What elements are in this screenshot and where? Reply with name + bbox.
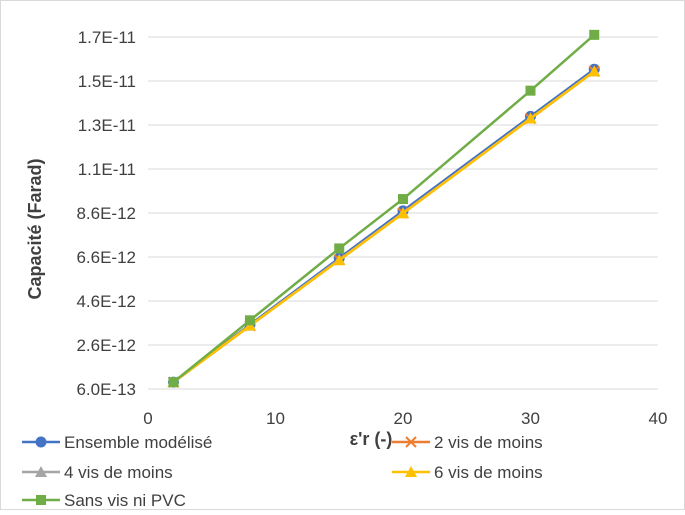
x-tick-label: 40 bbox=[649, 409, 668, 428]
y-tick-label: 1.1E-11 bbox=[78, 160, 136, 179]
legend: Ensemble modélisé 2 vis de moins 4 vis de … bbox=[22, 433, 543, 510]
y-tick-label: 6.0E-13 bbox=[76, 380, 136, 399]
legend-label: 4 vis de moins bbox=[64, 463, 173, 482]
x-tick-label: 20 bbox=[394, 409, 413, 428]
legend-item: 4 vis de moins bbox=[22, 463, 173, 482]
data-point-square bbox=[36, 495, 46, 505]
y-tick-label: 2.6E-12 bbox=[76, 336, 136, 355]
data-point-square bbox=[334, 243, 345, 254]
data-point-triangle bbox=[524, 112, 537, 124]
data-point-square bbox=[168, 377, 179, 388]
gridlines bbox=[148, 36, 658, 390]
x-axis-ticks: 0 10 20 30 40 bbox=[143, 409, 667, 428]
x-tick-label: 10 bbox=[266, 409, 285, 428]
legend-item: Sans vis ni PVC bbox=[22, 491, 186, 510]
y-axis-label: Capacité (Farad) bbox=[25, 158, 45, 299]
data-point-triangle bbox=[405, 466, 417, 477]
series-5 bbox=[168, 29, 600, 388]
series-layer bbox=[167, 29, 601, 388]
legend-label: Sans vis ni PVC bbox=[64, 491, 186, 510]
legend-label: 2 vis de moins bbox=[434, 433, 543, 452]
data-point-triangle bbox=[35, 466, 47, 477]
y-tick-label: 1.5E-11 bbox=[78, 72, 136, 91]
legend-item: Ensemble modélisé bbox=[22, 433, 212, 452]
data-point-triangle bbox=[333, 254, 346, 266]
data-point-square bbox=[398, 194, 408, 205]
y-tick-label: 1.7E-11 bbox=[78, 28, 136, 47]
y-tick-label: 6.6E-12 bbox=[76, 248, 136, 267]
y-tick-label: 1.3E-11 bbox=[78, 116, 136, 135]
series-line bbox=[172, 33, 596, 384]
x-tick-label: 30 bbox=[521, 409, 540, 428]
y-axis-ticks: 6.0E-13 2.6E-12 4.6E-12 6.6E-12 8.6E-12 1.1E-… bbox=[76, 28, 136, 399]
legend-label: Ensemble modélisé bbox=[64, 433, 212, 452]
data-point-square bbox=[589, 29, 600, 40]
x-axis-label: ε'r (-) bbox=[350, 429, 393, 449]
data-point-square bbox=[245, 315, 255, 326]
data-point-triangle bbox=[588, 65, 601, 77]
legend-item: 6 vis de moins bbox=[392, 463, 543, 482]
y-tick-label: 4.6E-12 bbox=[76, 292, 136, 311]
legend-label: 6 vis de moins bbox=[434, 463, 543, 482]
data-point-circle bbox=[35, 436, 47, 448]
data-point-x bbox=[405, 436, 417, 448]
data-point-square bbox=[525, 85, 536, 96]
y-tick-label: 8.6E-12 bbox=[76, 204, 136, 223]
legend-item: 2 vis de moins bbox=[392, 433, 543, 452]
series-line bbox=[172, 70, 595, 384]
data-point-triangle bbox=[397, 207, 409, 219]
x-tick-label: 0 bbox=[143, 409, 152, 428]
